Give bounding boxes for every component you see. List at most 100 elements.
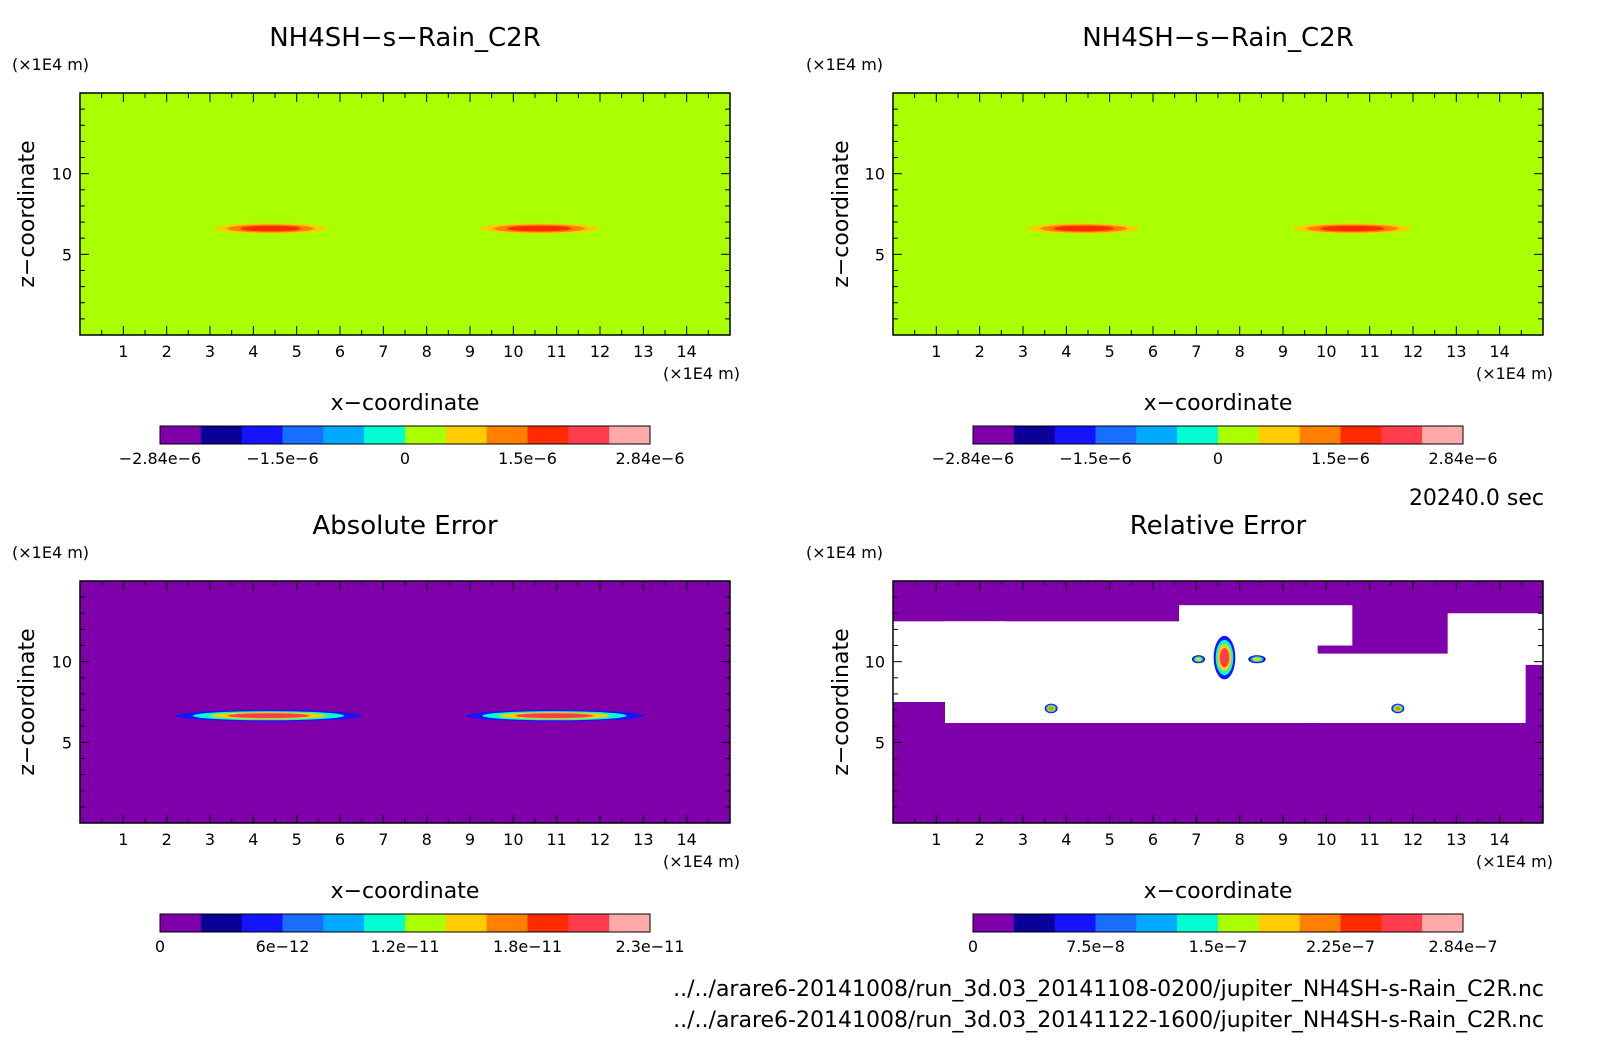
colorbar-swatch — [568, 426, 610, 444]
x-tick-label: 12 — [1403, 342, 1423, 361]
contour-level — [1320, 225, 1385, 232]
x-tick-label: 10 — [1316, 342, 1336, 361]
colorbar-swatch — [1177, 914, 1219, 932]
colorbar-swatch — [445, 426, 488, 444]
colorbar-swatch — [973, 914, 1015, 932]
field-features — [1014, 222, 1427, 235]
colorbar: −2.84e−6 −1.5e−6 0 1.5e−6 2.84e−6 — [932, 425, 1498, 468]
x-tick-label: 11 — [1359, 830, 1379, 849]
colorbar-swatch — [609, 914, 651, 932]
y-tick-label: 10 — [52, 165, 72, 184]
x-tick-label: 1 — [931, 342, 941, 361]
colorbar-tick-label: 1.5e−6 — [498, 449, 557, 468]
colorbar-swatch — [1340, 914, 1382, 932]
colorbar: −2.84e−6 −1.5e−6 0 1.5e−6 2.84e−6 — [119, 425, 685, 468]
field-features — [893, 605, 1543, 723]
x-axis-label: x−coordinate — [331, 391, 480, 416]
contour-level — [1195, 657, 1202, 662]
colorbar-tick-label: 0 — [400, 449, 410, 468]
x-tick-label: 6 — [335, 342, 345, 361]
plot-area — [893, 93, 1543, 335]
colorbar-swatch — [1054, 914, 1096, 932]
colorbar-tick-label: 1.5e−7 — [1189, 937, 1248, 956]
colorbar-swatch — [241, 914, 283, 932]
x-tick-label: 12 — [1403, 830, 1423, 849]
colorbar-swatch — [1095, 426, 1137, 444]
panel-title: Absolute Error — [312, 511, 498, 541]
y-axis-label: z−coordinate — [15, 628, 40, 775]
colorbar-tick-label: 7.5e−8 — [1066, 937, 1125, 956]
colorbar-tick-label: 2.25e−7 — [1306, 937, 1375, 956]
y-unit-label: (×1E4 m) — [806, 543, 883, 562]
x-tick-label: 4 — [1061, 342, 1071, 361]
file-path-2: ../../arare6-20141008/run_3d.03_20141122… — [673, 1008, 1544, 1033]
colorbar-frame — [972, 913, 1464, 933]
field-features — [201, 222, 613, 235]
panel-title: Relative Error — [1130, 511, 1307, 541]
missing-region — [1179, 605, 1353, 646]
contour-level — [507, 225, 572, 232]
y-tick-label: 5 — [62, 733, 72, 752]
colorbar-swatch — [200, 914, 243, 932]
colorbar-swatch — [160, 426, 202, 444]
colorbar-swatch — [1013, 426, 1056, 444]
panel-main-right: NH4SH−s−Rain_C2R (×1E4 m) 1 2 3 4 5 6 7 8 9 10 11 1… — [806, 23, 1553, 468]
panel-title: NH4SH−s−Rain_C2R — [1082, 23, 1354, 53]
x-tick-label: 4 — [248, 342, 258, 361]
x-tick-label: 5 — [1105, 830, 1115, 849]
colorbar-swatch — [1218, 426, 1260, 444]
colorbar-swatch — [1340, 426, 1382, 444]
x-unit-label: (×1E4 m) — [663, 852, 740, 871]
x-tick-label: 1 — [118, 342, 128, 361]
colorbar-swatch — [200, 426, 243, 444]
colorbar-tick-label: 0 — [155, 937, 165, 956]
colorbar-swatch — [1177, 426, 1219, 444]
y-tick-label: 5 — [62, 245, 72, 264]
x-tick-label: 6 — [1148, 342, 1158, 361]
colorbar-tick-label: 2.84e−6 — [1428, 449, 1497, 468]
x-tick-label: 7 — [1191, 342, 1201, 361]
x-axis-label: x−coordinate — [1144, 879, 1293, 904]
plot-area — [80, 581, 730, 823]
x-tick-label: 7 — [378, 830, 388, 849]
y-axis-label: z−coordinate — [829, 140, 854, 287]
x-unit-label: (×1E4 m) — [1476, 852, 1553, 871]
colorbar-swatch — [323, 914, 365, 932]
field-features — [175, 710, 644, 722]
x-tick-label: 8 — [422, 342, 432, 361]
panel-main-left: NH4SH−s−Rain_C2R (×1E4 m) 1 2 3 4 5 6 7 8 9 10 11 1… — [12, 23, 740, 468]
colorbar-tick-label: −2.84e−6 — [932, 449, 1014, 468]
colorbar-swatch — [445, 914, 488, 932]
y-tick-label: 10 — [52, 653, 72, 672]
colorbar-swatch — [1054, 426, 1096, 444]
colorbar-swatch — [405, 914, 447, 932]
x-tick-label: 11 — [546, 830, 566, 849]
colorbar-frame — [159, 425, 651, 445]
colorbar-swatch — [568, 914, 610, 932]
y-tick-label: 10 — [865, 165, 885, 184]
x-tick-label: 4 — [248, 830, 258, 849]
x-tick-label: 14 — [1489, 342, 1509, 361]
colorbar-swatch — [1013, 914, 1056, 932]
x-tick-label: 3 — [1018, 342, 1028, 361]
colorbar-swatch — [486, 914, 528, 932]
colorbar-swatch — [282, 914, 324, 932]
colorbar-tick-label: −2.84e−6 — [119, 449, 201, 468]
x-tick-label: 10 — [1316, 830, 1336, 849]
colorbar-swatch — [1381, 914, 1423, 932]
colorbar-tick-label: 1.5e−6 — [1311, 449, 1370, 468]
y-axis-label: z−coordinate — [15, 140, 40, 287]
colorbar-tick-label: −1.5e−6 — [1059, 449, 1131, 468]
x-tick-label: 1 — [118, 830, 128, 849]
x-unit-label: (×1E4 m) — [1476, 364, 1553, 383]
y-tick-label: 5 — [875, 245, 885, 264]
x-tick-label: 5 — [292, 830, 302, 849]
x-tick-label: 9 — [465, 342, 475, 361]
x-tick-label: 2 — [975, 830, 985, 849]
colorbar-swatch — [160, 914, 202, 932]
colorbar-swatch — [1258, 426, 1301, 444]
